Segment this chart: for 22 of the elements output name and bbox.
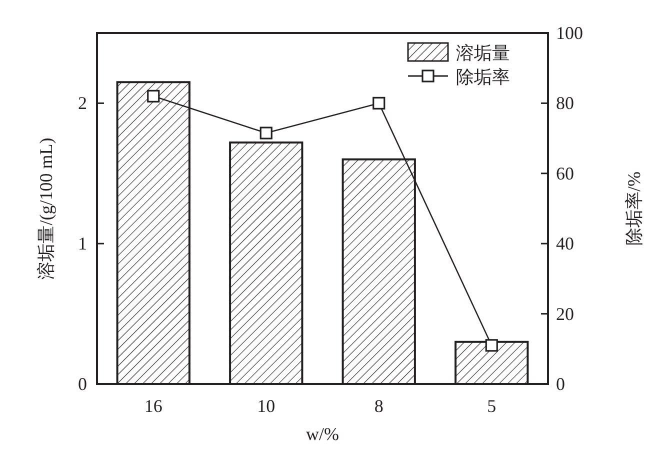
y2-tick-label: 80 [556, 93, 574, 114]
y2-tick-label: 60 [556, 163, 574, 184]
x-tick-label: 8 [374, 396, 384, 416]
x-tick-label: 10 [257, 396, 276, 416]
y2-tick-label: 100 [556, 23, 583, 43]
point [260, 126, 272, 140]
y2-tick-label: 40 [556, 234, 574, 254]
y-tick-label: 0 [78, 374, 87, 394]
legend-label: 除垢率 [456, 67, 510, 87]
x-tick-label: 16 [144, 396, 162, 416]
y-axis-title: 溶垢量/(g/100 mL) [36, 138, 56, 280]
x-axis-title: w/% [306, 424, 339, 444]
y-tick-label: 1 [78, 234, 87, 254]
legend-label: 溶垢量 [456, 43, 510, 63]
x-tick-label: 5 [487, 396, 496, 416]
point [485, 339, 498, 352]
point [147, 90, 160, 102]
y-tick-label: 2 [78, 93, 87, 114]
point [372, 96, 386, 110]
y2-tick-label: 20 [556, 304, 574, 324]
y2-axis-title: 除垢率/% [624, 172, 644, 246]
y2-tick-label: 0 [556, 374, 565, 394]
